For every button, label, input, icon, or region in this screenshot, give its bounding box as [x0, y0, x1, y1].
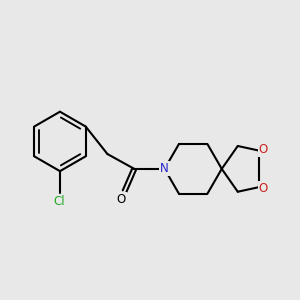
Text: O: O	[116, 193, 126, 206]
Text: Cl: Cl	[54, 195, 65, 208]
Text: O: O	[259, 143, 268, 156]
Text: O: O	[259, 182, 268, 195]
Text: N: N	[160, 162, 169, 176]
Text: N: N	[160, 162, 169, 176]
